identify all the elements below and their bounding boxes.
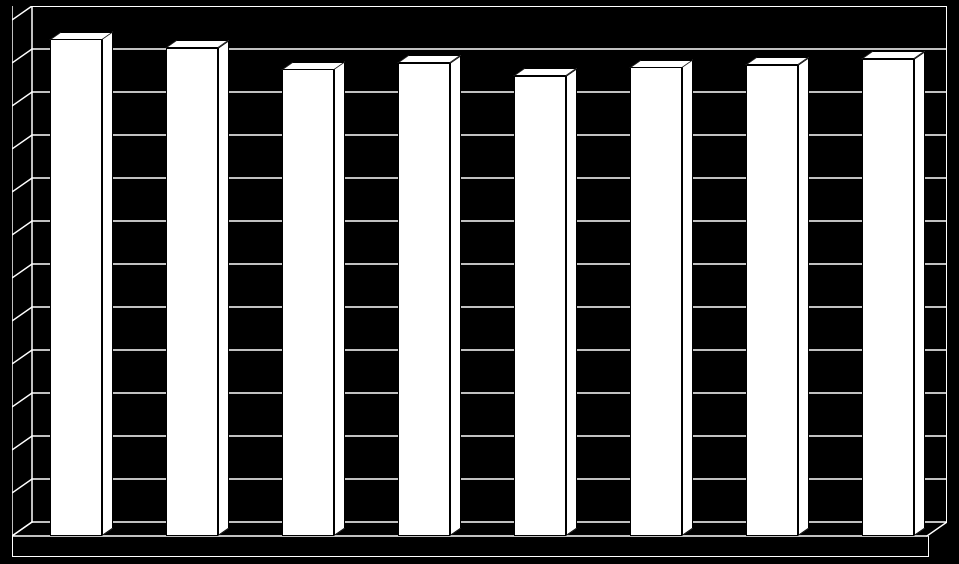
bar-side — [334, 62, 345, 536]
bars-group — [12, 6, 947, 556]
bar-side — [798, 57, 809, 536]
bar-top — [282, 62, 345, 70]
bar-front — [862, 59, 914, 536]
bar-front — [282, 69, 334, 536]
bar-side — [102, 32, 113, 536]
bar — [166, 40, 229, 536]
bar-top — [630, 60, 693, 68]
bar-side — [682, 60, 693, 536]
bar — [746, 57, 809, 536]
bar-front — [746, 65, 798, 536]
bar — [862, 51, 925, 536]
bar-side — [914, 51, 925, 536]
bar-front — [398, 63, 450, 536]
bar — [514, 68, 577, 536]
bar-top — [862, 51, 925, 59]
bar — [282, 62, 345, 536]
bar-side — [566, 68, 577, 536]
bar-front — [630, 67, 682, 536]
plot-area — [12, 6, 947, 556]
bar-chart — [0, 0, 959, 564]
bar — [398, 55, 461, 536]
bar-top — [50, 32, 113, 40]
bar-side — [450, 55, 461, 536]
bar — [630, 60, 693, 536]
bar-side — [218, 40, 229, 536]
bar-front — [166, 48, 218, 536]
bar-front — [50, 39, 102, 536]
bar-front — [514, 76, 566, 536]
bar — [50, 32, 113, 536]
